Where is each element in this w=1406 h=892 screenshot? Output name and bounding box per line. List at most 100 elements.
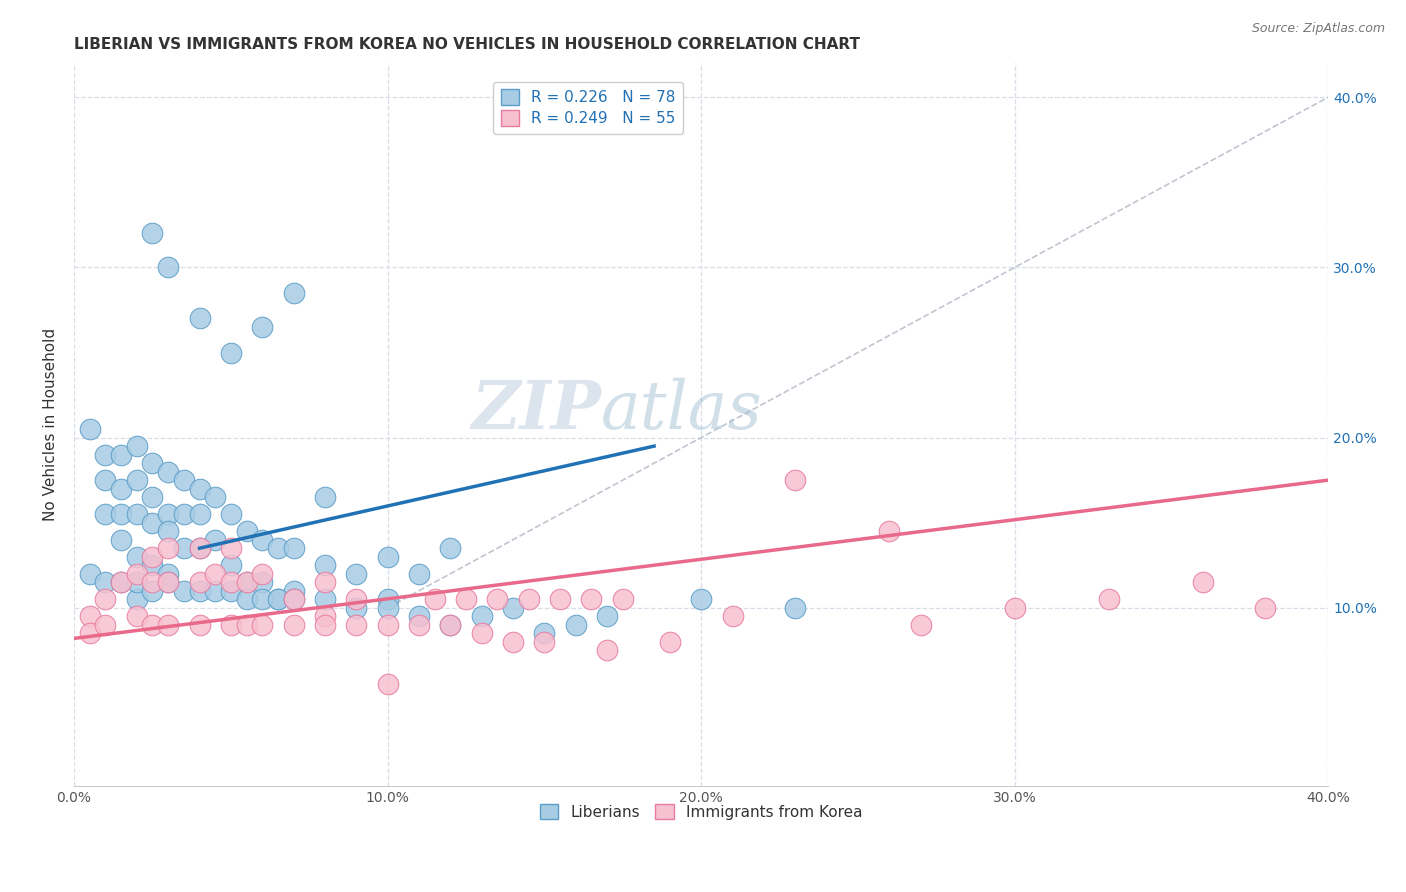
Point bbox=[219, 575, 242, 590]
Point bbox=[94, 592, 117, 607]
Point bbox=[157, 575, 180, 590]
Point bbox=[110, 507, 132, 521]
Text: Source: ZipAtlas.com: Source: ZipAtlas.com bbox=[1251, 22, 1385, 36]
Point bbox=[110, 575, 132, 590]
Point bbox=[533, 626, 555, 640]
Point bbox=[188, 541, 211, 556]
Point bbox=[250, 575, 273, 590]
Point bbox=[157, 507, 180, 521]
Point bbox=[219, 558, 242, 573]
Y-axis label: No Vehicles in Household: No Vehicles in Household bbox=[44, 328, 58, 522]
Point bbox=[125, 549, 148, 564]
Point bbox=[377, 592, 399, 607]
Point bbox=[141, 490, 163, 504]
Point bbox=[125, 507, 148, 521]
Point bbox=[94, 448, 117, 462]
Point bbox=[439, 541, 461, 556]
Point bbox=[471, 626, 494, 640]
Point bbox=[219, 617, 242, 632]
Point bbox=[173, 507, 195, 521]
Point bbox=[1098, 592, 1121, 607]
Point bbox=[125, 439, 148, 453]
Point bbox=[267, 592, 290, 607]
Point bbox=[157, 541, 180, 556]
Point bbox=[439, 617, 461, 632]
Point bbox=[314, 558, 336, 573]
Point bbox=[785, 473, 807, 487]
Point bbox=[283, 583, 305, 598]
Point bbox=[250, 320, 273, 334]
Point bbox=[188, 482, 211, 496]
Point bbox=[94, 507, 117, 521]
Point bbox=[125, 575, 148, 590]
Point bbox=[125, 566, 148, 581]
Legend: Liberians, Immigrants from Korea: Liberians, Immigrants from Korea bbox=[534, 797, 869, 826]
Point bbox=[344, 617, 367, 632]
Point bbox=[110, 448, 132, 462]
Point bbox=[110, 482, 132, 496]
Point bbox=[125, 609, 148, 624]
Point bbox=[408, 617, 430, 632]
Point bbox=[267, 592, 290, 607]
Point bbox=[125, 473, 148, 487]
Point bbox=[471, 609, 494, 624]
Point bbox=[612, 592, 634, 607]
Point bbox=[141, 456, 163, 470]
Point bbox=[188, 617, 211, 632]
Point bbox=[344, 566, 367, 581]
Point bbox=[690, 592, 713, 607]
Point bbox=[377, 677, 399, 691]
Point bbox=[157, 524, 180, 539]
Point bbox=[188, 575, 211, 590]
Point bbox=[94, 575, 117, 590]
Point bbox=[1254, 600, 1277, 615]
Point bbox=[235, 575, 257, 590]
Point bbox=[486, 592, 509, 607]
Point bbox=[125, 592, 148, 607]
Point bbox=[408, 566, 430, 581]
Point bbox=[721, 609, 744, 624]
Point bbox=[235, 575, 257, 590]
Point bbox=[141, 516, 163, 530]
Point bbox=[564, 617, 586, 632]
Point bbox=[79, 609, 101, 624]
Point bbox=[157, 566, 180, 581]
Point bbox=[94, 617, 117, 632]
Point bbox=[658, 635, 681, 649]
Point bbox=[173, 583, 195, 598]
Point bbox=[79, 422, 101, 436]
Point bbox=[79, 626, 101, 640]
Point bbox=[283, 285, 305, 300]
Point bbox=[94, 473, 117, 487]
Point bbox=[454, 592, 477, 607]
Point bbox=[314, 575, 336, 590]
Text: LIBERIAN VS IMMIGRANTS FROM KOREA NO VEHICLES IN HOUSEHOLD CORRELATION CHART: LIBERIAN VS IMMIGRANTS FROM KOREA NO VEH… bbox=[75, 37, 860, 53]
Point bbox=[314, 592, 336, 607]
Point bbox=[533, 635, 555, 649]
Point bbox=[204, 490, 226, 504]
Point bbox=[283, 592, 305, 607]
Point bbox=[157, 575, 180, 590]
Point bbox=[141, 549, 163, 564]
Point bbox=[1004, 600, 1026, 615]
Point bbox=[204, 566, 226, 581]
Point bbox=[517, 592, 540, 607]
Point bbox=[344, 592, 367, 607]
Point bbox=[250, 617, 273, 632]
Point bbox=[910, 617, 932, 632]
Point bbox=[408, 609, 430, 624]
Point bbox=[188, 583, 211, 598]
Point bbox=[314, 609, 336, 624]
Point bbox=[283, 541, 305, 556]
Point bbox=[267, 541, 290, 556]
Point bbox=[581, 592, 603, 607]
Text: atlas: atlas bbox=[600, 377, 762, 443]
Point bbox=[1191, 575, 1213, 590]
Point bbox=[157, 260, 180, 275]
Point bbox=[250, 592, 273, 607]
Point bbox=[204, 533, 226, 547]
Point bbox=[250, 533, 273, 547]
Point bbox=[219, 583, 242, 598]
Point bbox=[439, 617, 461, 632]
Point bbox=[188, 311, 211, 326]
